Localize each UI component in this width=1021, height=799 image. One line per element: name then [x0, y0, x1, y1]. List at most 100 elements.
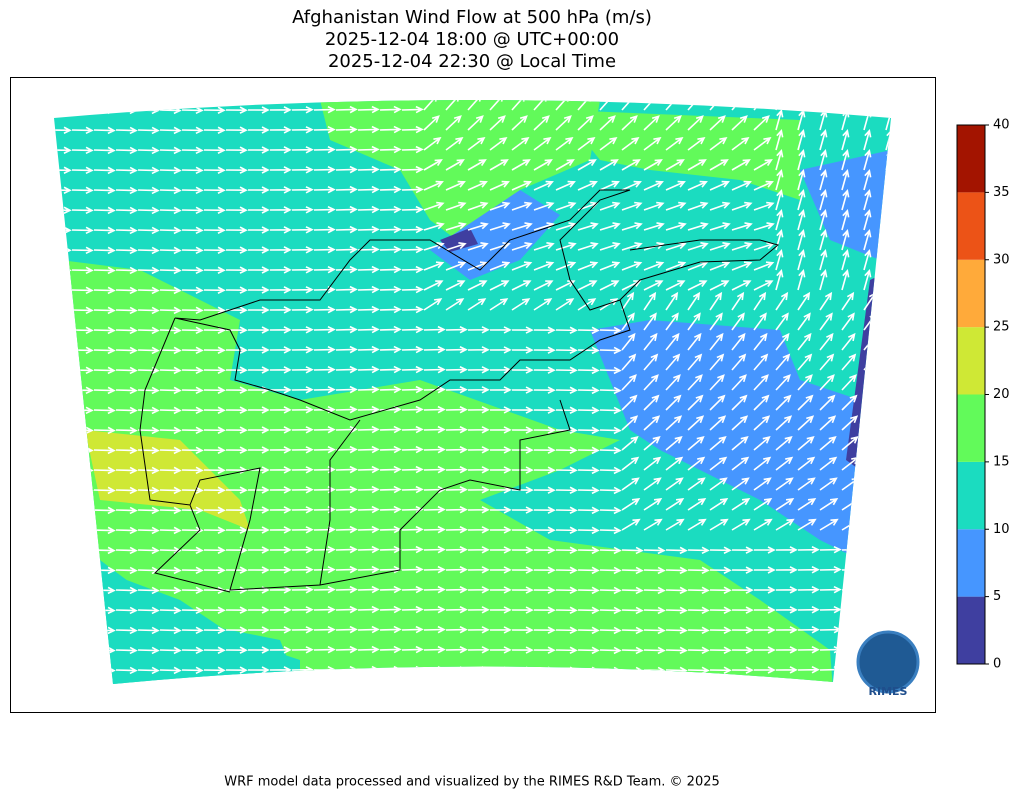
wind-arrow	[555, 298, 575, 311]
wind-arrow	[159, 386, 182, 395]
wind-arrow	[137, 206, 160, 215]
wind-arrow	[621, 646, 644, 655]
wind-arrow	[423, 425, 446, 434]
wind-arrow	[687, 115, 704, 131]
wind-arrow	[203, 486, 226, 494]
wind-arrow	[54, 206, 72, 214]
wind-arrow	[313, 365, 336, 374]
wind-arrow	[709, 136, 728, 151]
wind-arrow	[665, 136, 684, 151]
wind-arrow	[93, 486, 116, 495]
wind-arrow	[687, 353, 703, 371]
wind-arrow	[159, 666, 182, 675]
wind-arrow	[533, 606, 556, 614]
wind-arrow	[753, 280, 774, 291]
wind-arrow	[775, 646, 798, 654]
wind-arrow	[115, 446, 138, 455]
wind-arrow	[225, 486, 248, 494]
wind-arrow	[775, 312, 789, 331]
wind-arrow	[423, 180, 444, 191]
wind-arrow	[775, 169, 784, 191]
wind-arrow	[467, 526, 490, 534]
wind-arrow	[93, 266, 116, 275]
wind-arrow	[445, 201, 467, 211]
wind-arrow	[203, 406, 226, 414]
wind-arrow	[665, 518, 685, 531]
map-frame	[10, 77, 936, 713]
wind-arrow	[203, 566, 226, 574]
wind-arrow	[731, 291, 745, 311]
wind-arrow	[137, 666, 160, 675]
wind-arrow	[863, 435, 881, 451]
wind-arrow	[775, 498, 795, 511]
wind-arrow	[885, 374, 891, 391]
wind-arrow	[797, 477, 816, 491]
wind-arrow	[511, 606, 534, 614]
wind-arrow	[753, 201, 775, 211]
wind-arrow	[621, 312, 635, 331]
wind-arrow	[445, 115, 462, 131]
wind-arrow	[665, 115, 682, 131]
wind-arrow	[775, 666, 798, 674]
wind-arrow	[203, 506, 226, 514]
wind-arrow	[225, 506, 248, 514]
wind-arrow	[93, 386, 116, 395]
wind-arrow	[313, 605, 336, 614]
wind-arrow	[621, 566, 644, 575]
wind-arrow	[731, 280, 752, 291]
wind-arrow	[533, 159, 553, 171]
wind-arrow	[247, 226, 270, 234]
wind-arrow	[665, 606, 688, 615]
wind-arrow	[643, 332, 658, 351]
wind-arrow	[863, 209, 872, 231]
wind-arrow	[291, 526, 314, 534]
wind-arrow	[159, 626, 182, 635]
wind-arrow	[665, 646, 688, 655]
wind-arrow	[731, 518, 751, 531]
wind-arrow	[379, 645, 402, 654]
wind-arrow	[687, 435, 705, 451]
wind-arrow	[599, 180, 620, 191]
wind-area	[430, 190, 560, 280]
wind-arrow	[819, 374, 835, 391]
wind-arrow	[533, 261, 555, 271]
wind-arrow	[753, 312, 767, 331]
wind-arrow	[423, 222, 445, 231]
wind-arrow	[467, 586, 490, 594]
wind-arrow	[247, 486, 270, 494]
wind-arrow	[599, 446, 622, 455]
wind-arrow	[115, 546, 138, 555]
wind-arrow	[269, 466, 292, 474]
wind-arrow	[313, 265, 336, 274]
wind-arrow	[313, 445, 336, 454]
wind-arrow	[291, 226, 314, 234]
wind-arrow	[709, 626, 732, 634]
wind-arrow	[555, 136, 574, 151]
wind-arrow	[511, 446, 534, 454]
wind-arrow	[797, 394, 814, 411]
wind-arrow	[115, 626, 138, 635]
wind-arrow	[621, 498, 641, 511]
wind-arrow	[775, 249, 784, 271]
wind-arrow	[599, 546, 622, 555]
wind-area	[60, 260, 833, 684]
wind-arrow	[665, 435, 683, 451]
wind-arrow	[599, 159, 619, 171]
wind-arrow	[423, 261, 445, 271]
wind-arrow	[93, 326, 116, 335]
wind-arrow	[599, 426, 622, 435]
wind-arrow	[269, 566, 292, 574]
wind-arrow	[731, 646, 754, 654]
wind-arrow	[643, 518, 663, 531]
wind-arrow	[115, 346, 138, 355]
wind-arrow	[863, 229, 872, 251]
wind-arrow	[54, 106, 72, 114]
wind-arrow	[269, 626, 292, 634]
wind-arrow	[401, 325, 424, 334]
wind-arrow	[687, 566, 710, 575]
wind-arrow	[357, 565, 380, 574]
wind-arrow	[709, 546, 732, 554]
wind-arrow	[423, 625, 446, 634]
wind-arrow	[71, 386, 94, 395]
wind-arrow	[731, 374, 747, 391]
